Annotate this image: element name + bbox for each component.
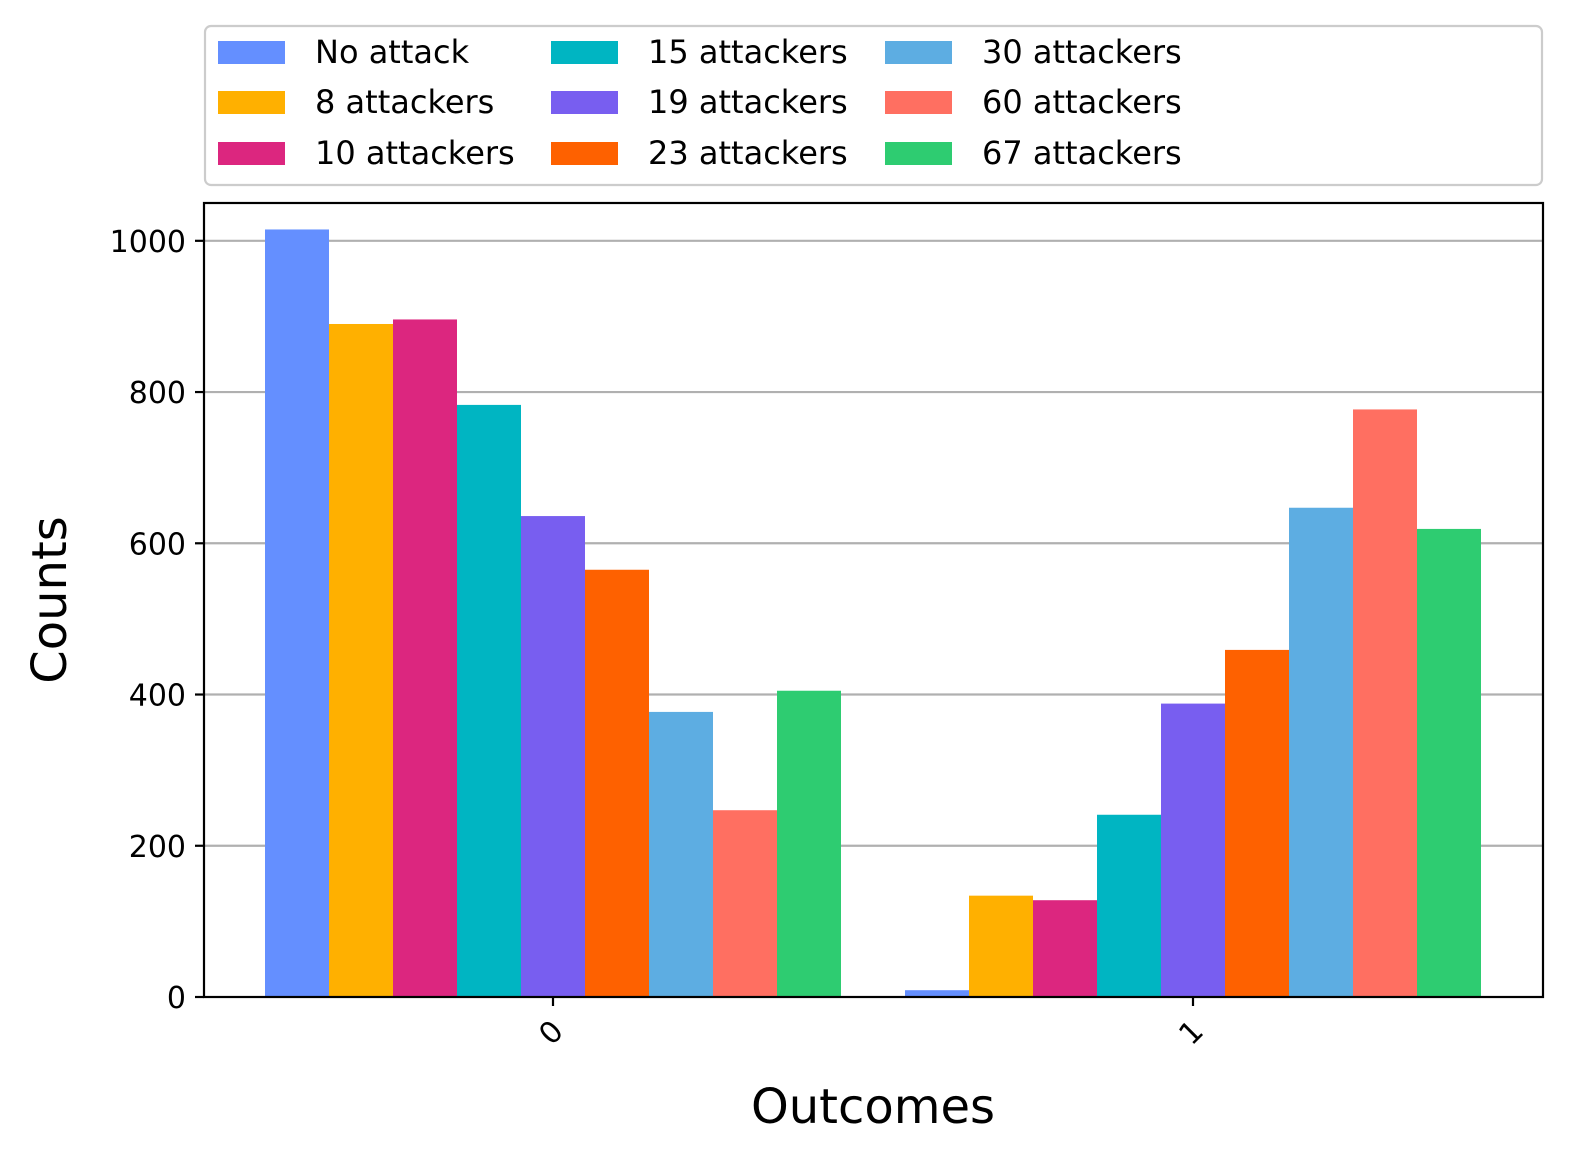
legend-label: 67 attackers	[982, 134, 1182, 172]
bar	[649, 711, 713, 997]
x-axis-label: Outcomes	[751, 1079, 995, 1135]
legend-label: 23 attackers	[648, 134, 848, 172]
bar	[1097, 814, 1161, 997]
legend-swatch	[218, 142, 285, 165]
bar	[905, 990, 969, 997]
x-tick-label: 0	[532, 1014, 570, 1052]
bar	[329, 323, 393, 997]
y-tick-label: 800	[129, 376, 186, 411]
legend-label: 15 attackers	[648, 33, 848, 71]
legend-swatch	[551, 142, 618, 165]
legend-label: 60 attackers	[982, 83, 1182, 121]
y-tick-label: 600	[129, 527, 186, 562]
bar	[713, 810, 777, 997]
axes: 0 200 400 600 800 1000 0 1	[110, 201, 1545, 1052]
legend-swatch	[885, 41, 952, 64]
bar	[1033, 900, 1097, 997]
bar	[457, 404, 521, 998]
bar	[1353, 409, 1417, 997]
plot-frame	[202, 201, 1545, 999]
legend-swatch	[551, 41, 618, 64]
legend-swatch	[551, 91, 618, 114]
legend-swatch	[885, 142, 952, 165]
legend-label: 19 attackers	[648, 83, 848, 121]
bar	[521, 516, 585, 997]
bar	[265, 229, 329, 997]
bars	[265, 229, 1481, 998]
legend-label: 8 attackers	[315, 83, 494, 121]
bar	[1161, 703, 1225, 997]
legend: No attack 8 attackers 10 attackers 15 attac…	[203, 24, 1544, 187]
legend-swatch	[218, 41, 285, 64]
legend-swatch	[218, 91, 285, 114]
bar	[1289, 507, 1353, 997]
legend-swatch	[885, 91, 952, 114]
bar	[1417, 528, 1481, 997]
y-tick-label: 400	[129, 679, 186, 714]
legend-label: No attack	[315, 33, 470, 71]
bar	[777, 690, 841, 997]
bar	[1225, 649, 1289, 997]
y-axis-label: Counts	[22, 516, 78, 684]
bar	[393, 319, 457, 997]
legend-label: 30 attackers	[982, 33, 1182, 71]
legend-box	[203, 24, 1544, 187]
y-tick-label: 1000	[110, 225, 186, 260]
x-tick-label: 1	[1172, 1014, 1210, 1052]
bar	[969, 895, 1033, 997]
y-tick-label: 200	[129, 830, 186, 865]
bar	[585, 569, 649, 997]
y-tick-label: 0	[167, 981, 186, 1016]
legend-label: 10 attackers	[315, 134, 515, 172]
